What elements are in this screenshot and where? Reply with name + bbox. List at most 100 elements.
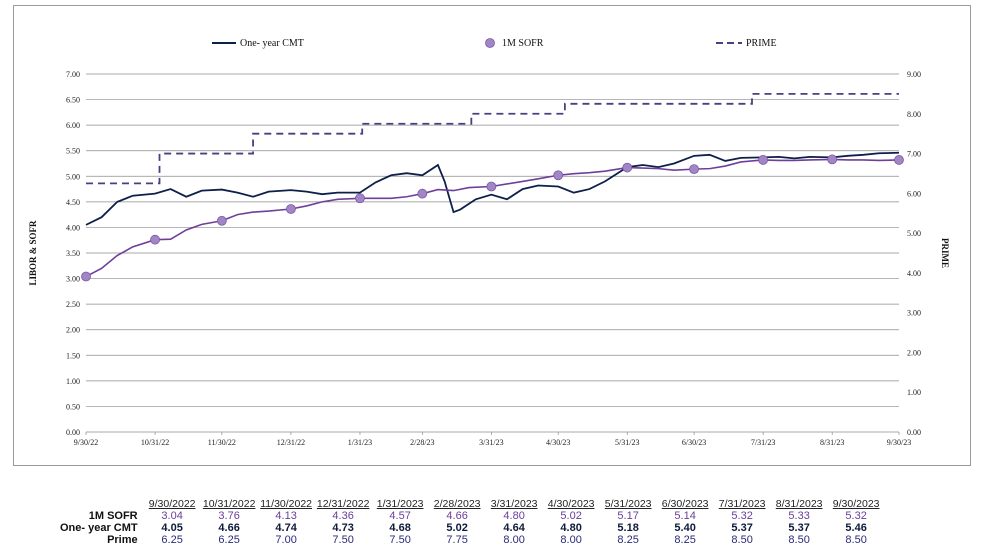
table-row: One- year CMT 4.05 4.66 4.74 4.73 4.68 5.02 4.6… <box>60 522 885 534</box>
x-tick-label: 8/31/23 <box>820 438 844 447</box>
table-cell: 7.50 <box>389 534 411 546</box>
y-right-tick-label: 0.00 <box>907 428 921 437</box>
y-left-tick-label: 1.50 <box>66 351 80 360</box>
y-right-tick-label: 1.00 <box>907 388 921 397</box>
table-cell: 6.25 <box>161 534 183 546</box>
table-row-label: One- year CMT <box>60 522 138 534</box>
y-left-tick-label: 5.50 <box>66 147 80 156</box>
table-cell: 7.00 <box>275 534 297 546</box>
rate-chart: 0.00 0.50 1.00 1.50 2.00 2.50 3.00 3.50 4.00 4.50… <box>28 38 950 447</box>
table-cell: 7.50 <box>332 534 354 546</box>
x-tick-label: 10/31/22 <box>141 438 169 447</box>
x-tick-label: 11/30/22 <box>208 438 236 447</box>
table-row: Prime 6.25 6.25 7.00 7.50 7.50 7.75 8.00 8.00 8.2… <box>60 534 885 546</box>
table-row: 1M SOFR 3.04 3.76 4.13 4.36 4.57 4.66 4.80 5.02 5… <box>60 510 885 522</box>
table-cell: 5.18 <box>617 522 639 534</box>
table-cell: 6.25 <box>218 534 240 546</box>
table-cell: 8.00 <box>560 534 582 546</box>
table-cell: 5.14 <box>674 510 696 522</box>
table-cell: 4.74 <box>275 522 297 534</box>
sofr-marker <box>486 181 497 192</box>
table-corner <box>60 498 144 510</box>
sofr-marker <box>553 170 564 181</box>
series-prime-line <box>86 92 899 185</box>
table-cell: 8.50 <box>788 534 810 546</box>
y-right-axis-title: PRIME <box>940 238 950 268</box>
table-cell: 5.37 <box>731 522 753 534</box>
x-tick-label: 9/30/22 <box>74 438 98 447</box>
table-cell: 5.02 <box>446 522 468 534</box>
table-column-header: 6/30/2023 <box>661 498 709 510</box>
y-left-tick-label: 1.00 <box>66 377 80 386</box>
table-cell: 4.66 <box>218 522 240 534</box>
x-tick-label: 7/31/23 <box>751 438 775 447</box>
x-tick-label: 1/31/23 <box>348 438 372 447</box>
table-cell: 3.04 <box>161 510 183 522</box>
table-column-header: 2/28/2023 <box>433 498 481 510</box>
legend-prime-label: PRIME <box>746 38 777 49</box>
y-left-tick-label: 2.00 <box>66 326 80 335</box>
x-tick-label: 6/30/23 <box>682 438 706 447</box>
table-column-header: 10/31/2022 <box>202 498 256 510</box>
sofr-marker <box>81 271 91 282</box>
table-cell: 7.75 <box>446 534 468 546</box>
x-tick-label: 5/31/23 <box>615 438 639 447</box>
table-column-header: 1/31/2023 <box>376 498 424 510</box>
legend-cmt-label: One- year CMT <box>240 38 304 49</box>
table-cell: 4.64 <box>503 522 525 534</box>
table-column-header: 7/31/2023 <box>718 498 766 510</box>
sofr-marker <box>417 188 428 199</box>
y-left-tick-label: 3.50 <box>66 249 80 258</box>
table-column-header: 9/30/2023 <box>832 498 880 510</box>
table-cell: 8.50 <box>731 534 753 546</box>
table-cell: 5.17 <box>617 510 639 522</box>
x-tick-label: 12/31/22 <box>277 438 305 447</box>
legend-sofr-label: 1M SOFR <box>502 38 544 49</box>
y-right-tick-label: 8.00 <box>907 110 921 119</box>
y-left-tick-label: 0.00 <box>66 428 80 437</box>
table-column-header: 5/31/2023 <box>604 498 652 510</box>
table-cell: 5.37 <box>788 522 810 534</box>
table-cell: 3.76 <box>218 510 240 522</box>
table-row-label: 1M SOFR <box>88 510 138 522</box>
y-left-tick-label: 4.50 <box>66 198 80 207</box>
y-left-tick-label: 7.00 <box>66 70 80 79</box>
table-cell: 4.57 <box>389 510 411 522</box>
x-tick-label: 2/28/23 <box>410 438 434 447</box>
table-header-row: 9/30/2022 10/31/2022 11/30/2022 12/31/2022 1… <box>60 498 885 510</box>
sofr-marker <box>689 164 699 175</box>
y-left-tick-label: 6.50 <box>66 96 80 105</box>
table-cell: 4.66 <box>446 510 468 522</box>
y-left-axis-title: LIBOR & SOFR <box>28 220 38 286</box>
sofr-marker <box>150 234 160 245</box>
table-column-header: 11/30/2022 <box>260 498 313 510</box>
table-cell: 5.33 <box>788 510 810 522</box>
table-cell: 5.32 <box>845 510 867 522</box>
table-cell: 4.68 <box>389 522 411 534</box>
sofr-marker <box>827 154 838 165</box>
table-row-label: Prime <box>107 534 138 546</box>
table-cell: 4.13 <box>275 510 297 522</box>
y-left-tick-label: 0.50 <box>66 402 80 411</box>
y-left-tick-label: 4.00 <box>66 223 80 232</box>
y-right-tick-label: 6.00 <box>907 189 921 198</box>
table-cell: 4.73 <box>332 522 354 534</box>
table-cell: 8.25 <box>674 534 696 546</box>
table-cell: 4.05 <box>161 522 183 534</box>
sofr-marker <box>216 215 227 226</box>
y-left-tick-label: 6.00 <box>66 121 80 130</box>
y-left-tick-label: 2.50 <box>66 300 80 309</box>
sofr-marker <box>622 162 633 173</box>
table-cell: 8.25 <box>617 534 639 546</box>
x-tick-label: 9/30/23 <box>887 438 911 447</box>
y-right-tick-label: 2.00 <box>907 348 921 357</box>
y-right-tick-label: 9.00 <box>907 70 921 79</box>
x-tick-label: 3/31/23 <box>479 438 503 447</box>
table-column-header: 9/30/2022 <box>148 498 196 510</box>
table-cell: 4.80 <box>560 522 582 534</box>
y-right-tick-label: 3.00 <box>907 309 921 318</box>
series-sofr-line <box>85 158 900 278</box>
table-cell: 8.00 <box>503 534 525 546</box>
table-column-header: 8/31/2023 <box>775 498 823 510</box>
sofr-marker <box>355 193 365 204</box>
